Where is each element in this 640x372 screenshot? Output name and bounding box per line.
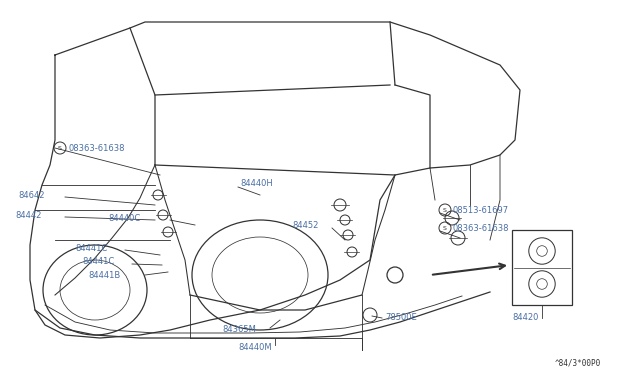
Text: 84642: 84642: [18, 190, 45, 199]
Text: S: S: [58, 145, 62, 151]
Text: 08363-61638: 08363-61638: [68, 144, 125, 153]
Text: 84442: 84442: [15, 211, 42, 219]
Text: 78500E: 78500E: [385, 314, 417, 323]
Text: 84365M: 84365M: [222, 326, 256, 334]
Text: 84440M: 84440M: [238, 343, 271, 353]
Text: S: S: [443, 208, 447, 212]
Text: S: S: [443, 225, 447, 231]
Text: 84420: 84420: [512, 314, 538, 323]
Text: 84440C: 84440C: [108, 214, 140, 222]
Text: 84441C: 84441C: [82, 257, 115, 266]
Text: ^84/3*00P0: ^84/3*00P0: [555, 358, 601, 367]
Bar: [512, 230, 572, 305]
Text: 08513-61697: 08513-61697: [453, 205, 509, 215]
Text: 84441B: 84441B: [88, 270, 120, 279]
Text: 84441C: 84441C: [75, 244, 108, 253]
Text: 84440H: 84440H: [240, 179, 273, 187]
Text: 08363-61638: 08363-61638: [453, 224, 509, 232]
Text: 84452: 84452: [292, 221, 318, 230]
